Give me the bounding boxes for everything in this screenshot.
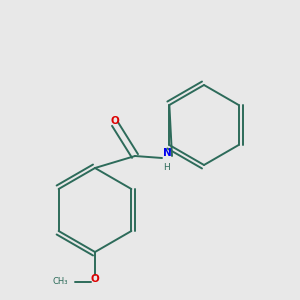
Text: O: O (111, 116, 119, 126)
Text: N: N (163, 148, 171, 158)
Text: O: O (91, 274, 99, 284)
Text: H: H (164, 163, 170, 172)
Text: CH₃: CH₃ (52, 278, 68, 286)
